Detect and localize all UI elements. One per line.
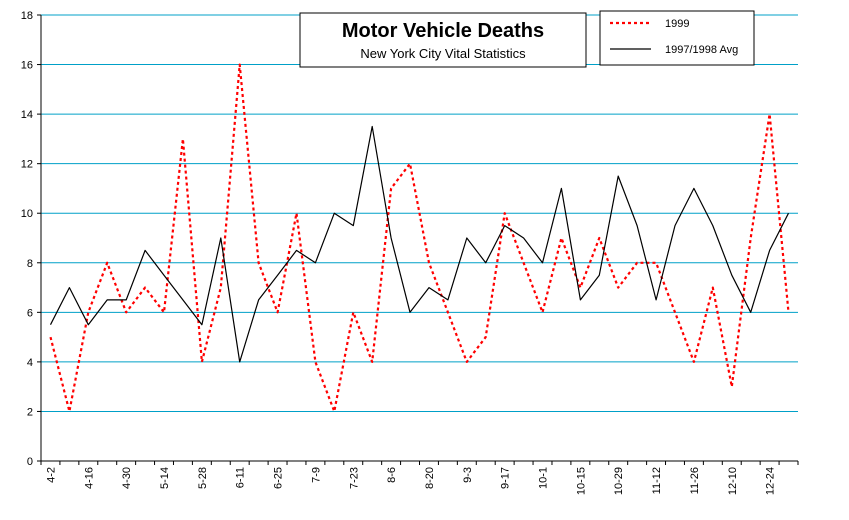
x-tick-label: 9-3 — [462, 467, 474, 483]
x-tick-label: 4-2 — [45, 467, 57, 483]
plot-area — [41, 15, 798, 461]
y-tick-label: 4 — [27, 357, 33, 369]
series-lines — [49, 63, 790, 413]
x-tick-label: 11-12 — [651, 467, 663, 494]
x-axis-ticks: 4-2 4-16 4-30 5-14 5-28 6-11 6-25 7-9 7-23 8-6 8-2… — [40, 461, 799, 495]
series-line-1999 — [49, 63, 790, 413]
x-tick-label: 10-15 — [575, 467, 587, 495]
x-tick-label: 9-17 — [500, 467, 512, 489]
chart-subtitle: New York City Vital Statistics — [360, 46, 526, 61]
x-tick-label: 5-14 — [159, 467, 171, 489]
x-tick-label: 7-23 — [348, 467, 360, 489]
x-tick-label: 11-26 — [689, 467, 701, 494]
legend: 1999 1997/1998 Avg — [599, 10, 755, 66]
y-tick-label: 14 — [21, 109, 33, 121]
y-tick-label: 16 — [21, 60, 33, 72]
x-tick-label: 8-6 — [386, 467, 398, 483]
legend-box — [599, 10, 755, 66]
x-tick-label: 6-11 — [235, 467, 247, 488]
x-tick-label: 12-10 — [727, 467, 739, 495]
x-tick-label: 5-28 — [197, 467, 209, 489]
y-tick-label: 0 — [27, 456, 33, 468]
y-tick-label: 18 — [21, 10, 33, 22]
y-axis-ticks: 0 2 4 6 8 10 12 14 16 18 — [21, 10, 41, 468]
y-tick-label: 2 — [27, 406, 33, 418]
x-tick-label: 10-29 — [613, 467, 625, 495]
x-tick-label: 10-1 — [538, 467, 550, 489]
legend-label-1999: 1999 — [665, 18, 689, 30]
y-tick-label: 10 — [21, 208, 33, 220]
x-tick-label: 7-9 — [310, 467, 322, 483]
x-tick-label: 8-20 — [424, 467, 436, 489]
series-line-avg — [49, 125, 790, 363]
x-tick-label: 4-30 — [121, 467, 133, 489]
chart-title: Motor Vehicle Deaths — [342, 20, 544, 42]
x-tick-label: 12-24 — [765, 467, 777, 495]
legend-label-avg: 1997/1998 Avg — [665, 44, 738, 56]
y-tick-label: 12 — [21, 159, 33, 171]
y-tick-label: 8 — [27, 258, 33, 270]
x-tick-label: 4-16 — [83, 467, 95, 489]
title-box: Motor Vehicle Deaths New York City Vital… — [299, 12, 587, 68]
x-tick-label: 6-25 — [273, 467, 285, 489]
y-tick-label: 6 — [27, 307, 33, 319]
